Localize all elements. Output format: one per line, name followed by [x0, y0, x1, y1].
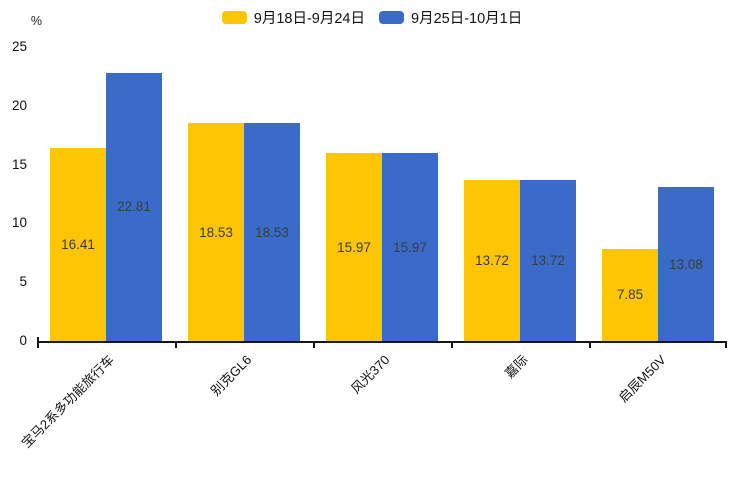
bar-series-1-cat-3: 13.72: [520, 179, 576, 341]
bar-value-label: 18.53: [255, 224, 289, 240]
x-category-label: 嘉际: [501, 352, 531, 382]
bar-value-label: 15.97: [393, 239, 427, 255]
x-category-label: 别克GL6: [208, 352, 255, 399]
bar-value-label: 13.72: [531, 252, 565, 268]
y-tick-label: 10: [11, 215, 27, 231]
bar-series-0-cat-3: 13.72: [464, 179, 520, 341]
x-category-label: 宝马2系多功能旅行车: [18, 352, 117, 451]
bar-value-label: 7.85: [616, 287, 644, 303]
x-axis-line: [37, 341, 727, 343]
bar-value-label: 22.81: [117, 199, 151, 215]
chart-legend: 9月18日-9月24日 9月25日-10月1日: [0, 7, 744, 28]
legend-swatch-icon: [379, 11, 404, 24]
y-axis-nub: [37, 337, 39, 341]
x-category-label: 风光370: [348, 352, 393, 397]
x-axis-tick: [451, 343, 453, 348]
x-axis-tick: [589, 343, 591, 348]
bar-series-0-cat-1: 18.53: [188, 123, 244, 341]
x-axis-tick: [175, 343, 177, 348]
legend-label: 9月25日-10月1日: [411, 11, 523, 27]
bar-series-0-cat-4: 7.85: [602, 248, 658, 341]
legend-item-series-0[interactable]: 9月18日-9月24日: [221, 7, 365, 28]
y-tick-label: 0: [19, 333, 27, 348]
legend-swatch-icon: [221, 11, 247, 24]
bar-value-label: 15.97: [337, 239, 371, 255]
y-tick-label: 20: [11, 97, 27, 113]
bar-series-0-cat-2: 15.97: [326, 153, 382, 341]
bar-series-1-cat-2: 15.97: [382, 153, 438, 341]
bar-series-1-cat-4: 13.08: [658, 187, 714, 341]
y-tick-label: 5: [19, 274, 27, 290]
legend-item-series-1[interactable]: 9月25日-10月1日: [379, 7, 522, 28]
y-axis-unit-label: %: [30, 14, 42, 28]
legend-label: 9月18日-9月24日: [253, 11, 365, 27]
bar-value-label: 13.72: [475, 252, 509, 268]
x-category-label: 启辰M50V: [615, 352, 669, 406]
y-tick-label: 25: [11, 39, 27, 54]
bar-series-1-cat-1: 18.53: [244, 123, 300, 341]
y-tick-label: 15: [11, 156, 27, 172]
x-axis-tick: [37, 343, 39, 348]
bar-series-0-cat-0: 16.41: [50, 148, 106, 341]
bar-value-label: 16.41: [61, 237, 95, 252]
x-axis-tick: [313, 343, 315, 348]
bar-value-label: 13.08: [669, 256, 703, 272]
x-axis-tick: [725, 343, 727, 348]
bar-value-label: 18.53: [199, 224, 233, 240]
bar-series-1-cat-0: 22.81: [106, 72, 162, 341]
